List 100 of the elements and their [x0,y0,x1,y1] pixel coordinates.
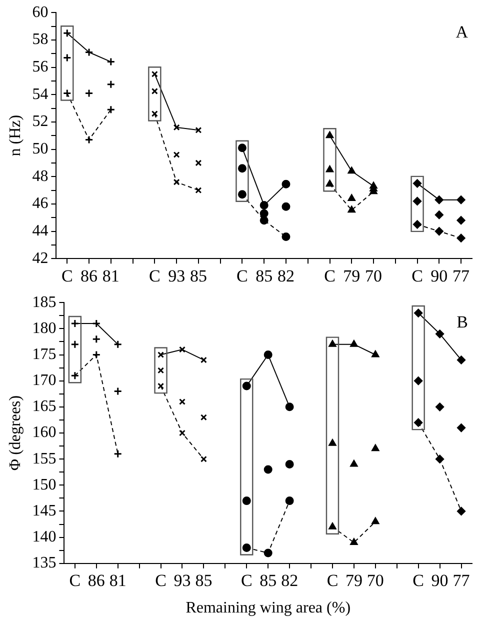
y-tick-label: 165 [32,398,56,416]
y-tick-label: 170 [32,372,56,390]
point [106,105,116,114]
point [200,456,207,462]
point [179,398,186,405]
point [158,367,164,374]
point [151,88,158,94]
y-tick-label: 160 [32,424,56,442]
y-tick-label: 60 [32,4,48,21]
point [84,88,94,98]
x-tick-label: 79 [345,571,362,590]
annotation: B [456,312,468,332]
point [436,330,444,338]
x-tick-label: C [324,266,336,286]
x-tick-label: C [412,571,424,590]
x-tick-label: 77 [452,571,470,590]
x-tick-label: 79 [343,266,360,286]
y-tick-label: 185 [32,294,56,311]
point [106,80,116,89]
point [151,70,158,78]
point [285,460,294,469]
x-tick-label: 93 [168,266,186,286]
point [372,350,380,358]
x-tick-label: 77 [452,266,470,286]
point [195,160,202,166]
point [282,232,290,241]
point [328,439,336,446]
point [350,538,358,546]
point [264,350,272,360]
x-tick-label: 85 [260,571,277,590]
x-tick-label: 81 [102,266,120,286]
y-tick-label: 58 [32,31,48,48]
point [414,376,423,386]
point [179,430,186,436]
point [457,506,466,516]
point [414,308,423,318]
y-tick-label: 48 [32,168,48,185]
x-tick-label: 70 [366,571,384,590]
point [436,402,444,412]
point [264,548,272,558]
y-tick-label: 56 [32,58,48,76]
x-tick-label: C [61,266,73,286]
y-tick-label: 44 [32,222,48,240]
point [242,382,251,390]
x-tick-label: C [149,266,160,286]
annotation: A [456,22,469,42]
point [434,196,444,204]
point [285,496,294,506]
point [350,340,358,347]
point [348,166,356,174]
x-tick-label: C [155,571,166,590]
x-tick-label: 82 [277,266,294,286]
point [92,334,101,344]
y-tick-label: 42 [32,250,48,267]
point [436,454,444,464]
point [328,522,336,530]
point [456,234,466,242]
point [173,152,180,158]
point [173,124,180,131]
point [260,216,268,225]
point [238,190,246,199]
point [456,196,466,204]
point [70,340,80,349]
point [285,402,294,412]
x-tick-label: 70 [365,266,382,286]
point [328,340,336,347]
point [114,450,122,458]
point [238,144,246,152]
point [264,465,272,474]
point [326,131,334,138]
point [282,180,290,188]
point [413,179,422,188]
point [84,48,94,56]
point [348,194,356,201]
point [326,166,334,172]
x-tick-label: C [69,571,81,590]
x-tick-label: C [240,571,252,590]
point [282,202,290,211]
point [413,220,422,229]
x-tick-label: 81 [109,571,126,590]
point [84,135,94,144]
x-tick-label: 85 [256,266,273,286]
point [348,206,356,213]
point [242,544,251,552]
x-tick-label: 86 [80,266,98,286]
point [179,346,186,353]
point [456,216,466,225]
y-tick-label: 50 [32,140,48,158]
y-tick-label: 140 [32,528,56,546]
x-tick-label: 86 [88,571,105,590]
point [70,371,80,380]
x-tick-label: C [412,266,423,286]
point [92,319,101,328]
point [372,517,380,524]
y-tick-label: 175 [32,346,56,363]
x-tick-label: 93 [174,571,191,590]
point [195,126,202,134]
point [457,356,466,364]
point [413,196,422,206]
point [62,88,72,98]
